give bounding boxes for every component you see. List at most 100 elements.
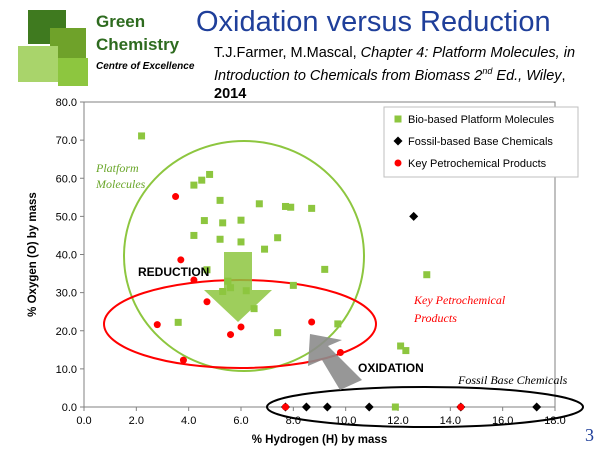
fossil-point xyxy=(322,402,332,412)
logo-text-centre: Centre of Excellence xyxy=(96,61,195,72)
data-marks xyxy=(138,132,542,412)
logo-square-lime xyxy=(58,58,88,86)
fossil-point xyxy=(301,402,311,412)
bio-point xyxy=(423,271,431,279)
chart-frame: 0.0 10.0 20.0 30.0 40.0 50.0 60.0 70.0 80.0 0.0 2.… xyxy=(27,97,566,446)
petro-point xyxy=(153,321,161,329)
bio-point xyxy=(391,403,399,411)
x-tick-label: 4.0 xyxy=(181,415,196,427)
legend-label: Fossil-based Base Chemicals xyxy=(408,136,553,148)
petro-point xyxy=(281,403,289,411)
fossil-base-chemicals-ellipse xyxy=(266,386,584,428)
oxidation-arrow-shape xyxy=(308,334,362,390)
bio-point xyxy=(402,347,410,355)
citation-authors: T.J.Farmer, M.Mascal, xyxy=(214,45,361,61)
citation: T.J.Farmer, M.Mascal, Chapter 4: Platfor… xyxy=(214,44,594,103)
bio-point xyxy=(250,305,258,313)
bio-point xyxy=(274,234,282,242)
logo-square-light xyxy=(18,46,58,82)
petro-point xyxy=(237,323,245,331)
bio-point xyxy=(287,203,295,211)
x-tick-label: 2.0 xyxy=(129,415,144,427)
bio-point xyxy=(237,216,245,224)
legend-box xyxy=(383,106,579,178)
citation-year: 2014 xyxy=(214,85,247,102)
chart-texts: Platform Molecules REDUCTION OXIDATION K… xyxy=(95,161,568,387)
bio-point xyxy=(198,176,206,184)
x-tick-label: 14.0 xyxy=(440,415,461,427)
annotation-platform-line2: Molecules xyxy=(95,177,146,191)
annotation-fossil: Fossil Base Chemicals xyxy=(457,373,568,387)
bio-point xyxy=(219,287,227,295)
legend-marker xyxy=(393,136,403,146)
x-axis-label: % Hydrogen (H) by mass xyxy=(252,434,387,446)
bio-point xyxy=(219,219,227,227)
fossil-point xyxy=(532,402,542,412)
y-tick-label: 80.0 xyxy=(56,97,77,109)
bio-point xyxy=(281,202,289,210)
x-tick-label: 0.0 xyxy=(76,415,91,427)
bio-point xyxy=(334,320,342,328)
y-tick-label: 30.0 xyxy=(56,288,77,300)
annotation-petro-line1: Key Petrochemical xyxy=(413,293,506,307)
bio-point xyxy=(261,245,269,253)
bio-point xyxy=(227,284,235,292)
y-tick-label: 0.0 xyxy=(62,402,77,414)
bio-point xyxy=(174,318,182,326)
petro-point xyxy=(308,318,316,326)
legend-marker xyxy=(394,159,402,167)
citation-comma: , xyxy=(561,67,566,84)
y-tick-label: 10.0 xyxy=(56,364,77,376)
legend-label: Key Petrochemical Products xyxy=(408,158,547,170)
y-tick-label: 50.0 xyxy=(56,211,77,223)
petro-point xyxy=(177,256,185,264)
y-tick-label: 20.0 xyxy=(56,326,77,338)
overlay-shapes xyxy=(103,140,584,428)
y-tick-label: 40.0 xyxy=(56,250,77,262)
fossil-point xyxy=(364,402,374,412)
citation-edition: Ed., Wiley xyxy=(492,67,562,84)
citation-sup: nd xyxy=(482,66,493,76)
fossil-point xyxy=(409,211,419,221)
petro-point xyxy=(172,193,180,201)
bio-point xyxy=(289,281,297,289)
bio-point xyxy=(242,287,250,295)
petro-point xyxy=(336,348,344,356)
page-number: 3 xyxy=(585,425,594,445)
annotation-oxidation: OXIDATION xyxy=(358,361,424,375)
petro-point xyxy=(190,276,198,284)
petro-point xyxy=(203,298,211,306)
bio-point xyxy=(224,277,232,285)
bio-point xyxy=(138,132,146,140)
bio-point xyxy=(203,266,211,274)
x-tick-label: 12.0 xyxy=(387,415,408,427)
y-tick-label: 60.0 xyxy=(56,173,77,185)
bio-point xyxy=(308,204,316,212)
chart-legend: Bio-based Platform Molecules Fossil-based… xyxy=(383,106,579,178)
slide-title: Oxidation versus Reduction xyxy=(196,6,551,38)
bio-point xyxy=(397,342,405,350)
gcce-logo: Green Chemistry Centre of Excellence xyxy=(0,0,205,92)
logo-text-chemistry: Chemistry xyxy=(96,35,180,54)
annotation-reduction: REDUCTION xyxy=(138,265,209,279)
x-tick-label: 6.0 xyxy=(233,415,248,427)
bio-point xyxy=(200,217,208,225)
annotation-platform-line1: Platform xyxy=(95,161,139,175)
bio-point xyxy=(216,235,224,243)
y-tick-label: 70.0 xyxy=(56,135,77,147)
annotation-petro-line2: Products xyxy=(413,311,457,325)
petro-point xyxy=(179,356,187,364)
citation-title: Chapter 4: Platform Molecules, in Introd… xyxy=(214,45,576,84)
legend-marker xyxy=(394,115,402,123)
bio-point xyxy=(274,329,282,337)
bio-point xyxy=(255,200,263,208)
petro-point xyxy=(457,403,465,411)
bio-point xyxy=(216,196,224,204)
bio-point xyxy=(237,238,245,246)
y-axis-label: % Oxygen (O) by mass xyxy=(27,192,39,317)
petro-point xyxy=(227,331,235,339)
bio-point xyxy=(190,231,198,239)
platform-molecules-ellipse xyxy=(123,140,365,372)
reduction-arrow xyxy=(204,252,272,322)
